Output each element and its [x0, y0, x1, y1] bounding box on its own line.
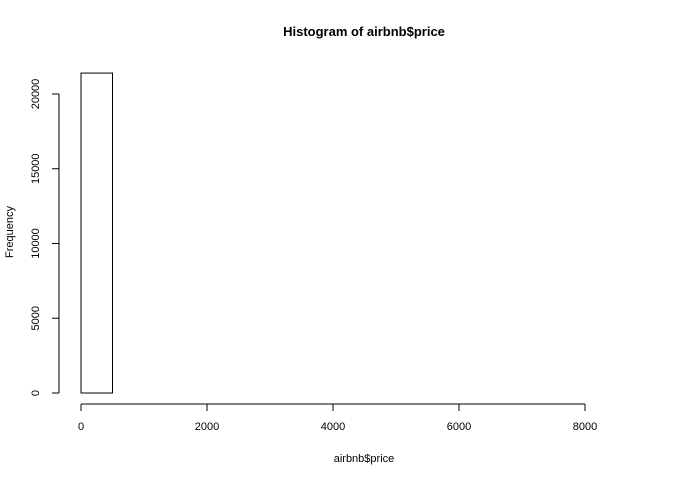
y-tick-label: 5000 [30, 306, 42, 330]
y-tick-label: 0 [30, 390, 42, 396]
x-tick-label: 8000 [573, 421, 597, 433]
histogram-bars [80, 72, 113, 394]
chart-title: Histogram of airbnb$price [283, 24, 445, 39]
y-tick-label: 15000 [30, 153, 42, 184]
x-tick-label: 4000 [321, 421, 345, 433]
y-axis: 0 5000 10000 15000 20000 [30, 79, 60, 396]
histogram-bar [80, 72, 113, 394]
x-tick-label: 0 [78, 421, 84, 433]
x-axis-label: airbnb$price [334, 453, 395, 465]
x-tick-label: 2000 [195, 421, 219, 433]
x-tick-label: 6000 [447, 421, 471, 433]
y-tick-label: 10000 [30, 228, 42, 259]
y-tick-label: 20000 [30, 79, 42, 110]
x-axis: 0 2000 4000 6000 8000 [78, 403, 597, 433]
y-axis-label: Frequency [4, 206, 16, 258]
